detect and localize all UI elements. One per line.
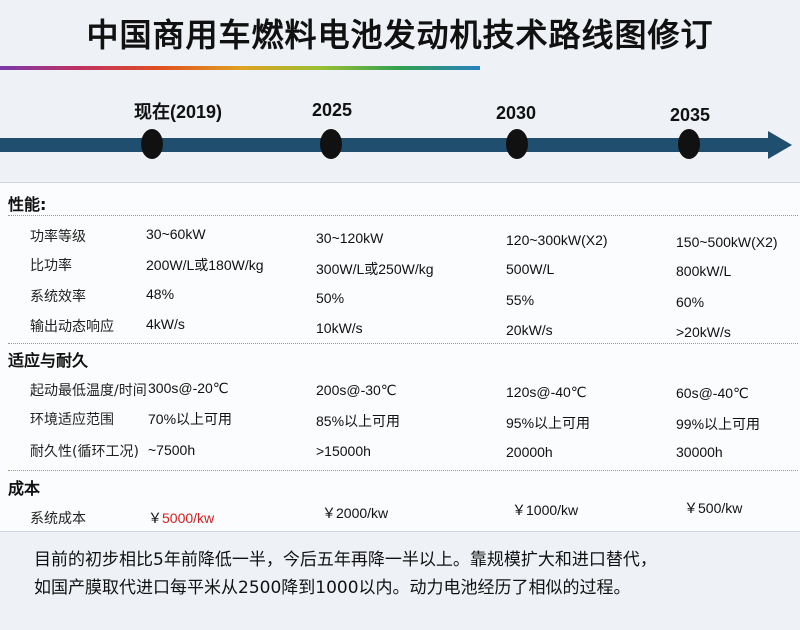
cell: 4kW/s [146, 316, 185, 332]
timeline-year-2030: 2030 [496, 103, 537, 123]
cost-highlight: 5000/kw [162, 510, 215, 526]
timeline-dot-2035 [678, 129, 700, 159]
currency-symbol: ￥ [322, 505, 336, 521]
note-line-1: 目前的初步相比5年前降低一半，今后五年再降一半以上。靠规模扩大和进口替代， [34, 550, 657, 570]
cell: 150~500kW(X2) [676, 234, 778, 250]
cell: 120s@-40℃ [506, 384, 587, 400]
row-label-env-adaptability: 环境适应范围 [30, 412, 114, 428]
cell: 500W/L [506, 261, 555, 277]
cell: ~7500h [148, 442, 196, 458]
cell: ￥500/kw [684, 500, 743, 516]
timeline-dot-2025 [320, 129, 342, 159]
cell: 99%以上可用 [676, 416, 761, 432]
cell: 30~60kW [146, 226, 206, 242]
cell: 20000h [506, 444, 553, 460]
row-label-durability: 耐久性(循环工况) [30, 444, 139, 460]
cell: 50% [316, 290, 345, 306]
divider [8, 343, 798, 344]
cell: 48% [146, 286, 175, 302]
cell: 30000h [676, 444, 723, 460]
currency-symbol: ￥ [512, 502, 526, 518]
row-label-specific-power: 比功率 [30, 258, 72, 274]
roadmap-table: 性能: 功率等级 30~60kW 30~120kW 120~300kW(X2) … [0, 182, 800, 532]
cell: 300s@-20℃ [148, 380, 229, 396]
note-line-2: 如国产膜取代进口每平米从2500降到1000以内。动力电池经历了相似的过程。 [34, 578, 631, 598]
rainbow-divider [0, 66, 480, 70]
cell: 200W/L或180W/kg [146, 257, 264, 273]
cell: 20kW/s [506, 322, 553, 338]
cell: 800kW/L [676, 263, 732, 279]
cell: 60s@-40℃ [676, 385, 749, 401]
section-durability: 适应与耐久 [8, 351, 89, 370]
row-label-cold-start: 起动最低温度/时间 [30, 383, 147, 399]
cell: ￥2000/kw [322, 505, 389, 521]
cell: 200s@-30℃ [316, 382, 397, 398]
section-performance: 性能: [8, 195, 47, 214]
cell: 30~120kW [316, 230, 384, 246]
page-title: 中国商用车燃料电池发动机技术路线图修订 [86, 16, 714, 54]
timeline-year-2035: 2035 [670, 105, 711, 125]
currency-symbol: ￥ [684, 500, 698, 516]
timeline-bar [0, 138, 770, 152]
timeline-arrow-icon [768, 131, 792, 159]
cell: 120~300kW(X2) [506, 232, 608, 248]
cell: ￥5000/kw [148, 508, 214, 528]
cell: 95%以上可用 [506, 415, 591, 431]
cell: >15000h [316, 443, 371, 459]
row-label-power-level: 功率等级 [30, 229, 86, 245]
cell: 10kW/s [316, 320, 363, 336]
divider [8, 215, 798, 216]
cell: >20kW/s [676, 324, 731, 340]
divider [8, 470, 798, 471]
cell: 300W/L或250W/kg [316, 261, 434, 277]
section-cost: 成本 [8, 479, 41, 498]
cell: ￥1000/kw [512, 502, 579, 518]
timeline-dot-2019 [141, 129, 163, 159]
cell: 70%以上可用 [148, 411, 233, 427]
row-label-system-efficiency: 系统效率 [30, 289, 86, 305]
timeline-dot-2030 [506, 129, 528, 159]
cell: 60% [676, 294, 705, 310]
row-label-dynamic-response: 输出动态响应 [30, 319, 114, 335]
cell: 55% [506, 292, 535, 308]
timeline-year-2025: 2025 [312, 100, 353, 120]
currency-symbol: ￥ [148, 510, 162, 526]
timeline-year-2019: 现在(2019) [134, 102, 223, 122]
row-label-system-cost: 系统成本 [30, 511, 86, 527]
cell: 85%以上可用 [316, 413, 401, 429]
